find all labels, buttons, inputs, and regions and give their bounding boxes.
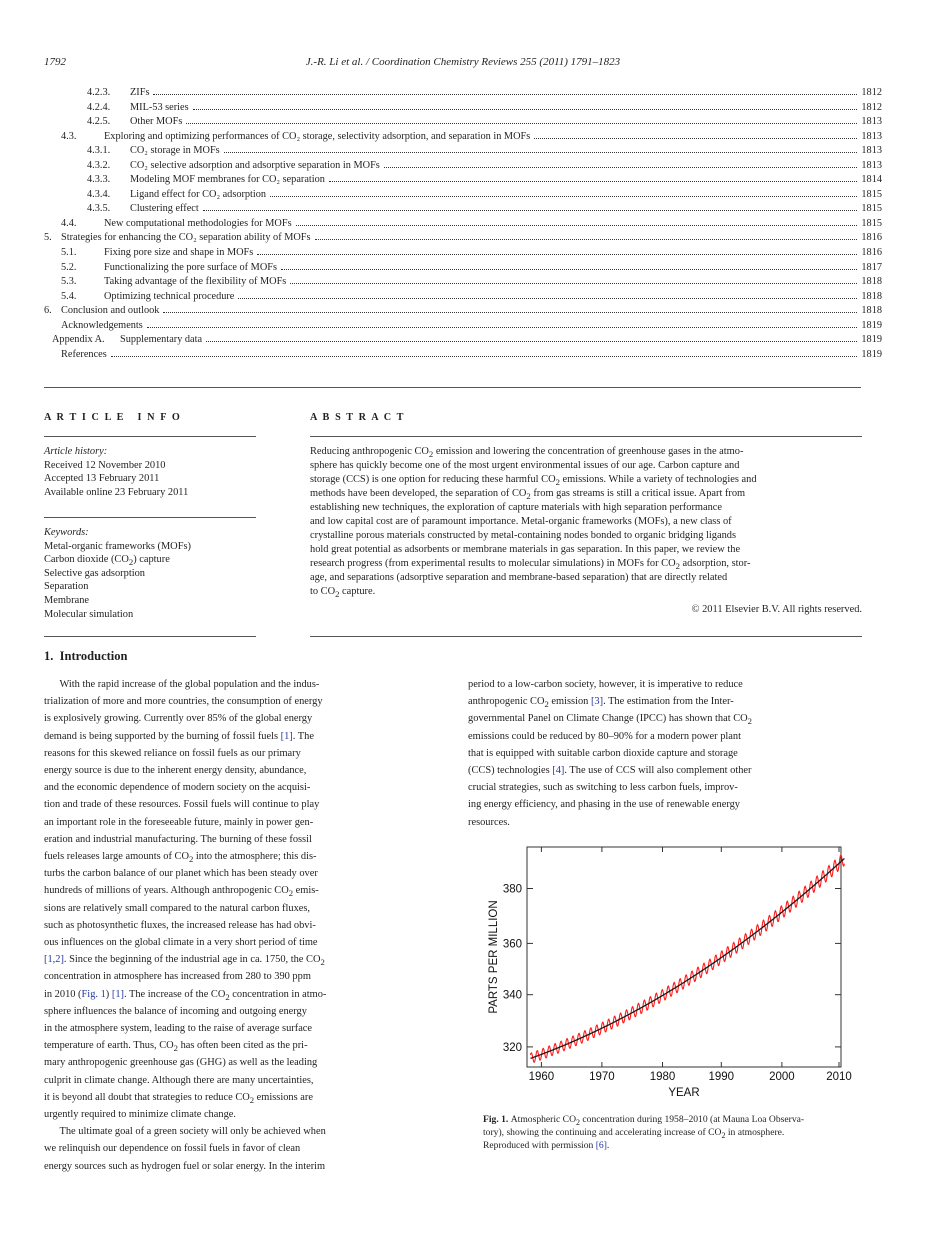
svg-text:2010: 2010 <box>826 1071 852 1083</box>
svg-text:340: 340 <box>503 990 522 1002</box>
svg-text:360: 360 <box>503 938 522 950</box>
svg-text:1970: 1970 <box>589 1071 615 1083</box>
svg-text:1990: 1990 <box>709 1071 735 1083</box>
svg-text:1980: 1980 <box>650 1071 676 1083</box>
svg-text:YEAR: YEAR <box>668 1087 699 1099</box>
svg-text:320: 320 <box>503 1042 522 1054</box>
svg-text:PARTS PER MILLION: PARTS PER MILLION <box>488 900 500 1013</box>
svg-text:1960: 1960 <box>529 1071 555 1083</box>
svg-text:2000: 2000 <box>769 1071 795 1083</box>
svg-text:380: 380 <box>503 884 522 896</box>
